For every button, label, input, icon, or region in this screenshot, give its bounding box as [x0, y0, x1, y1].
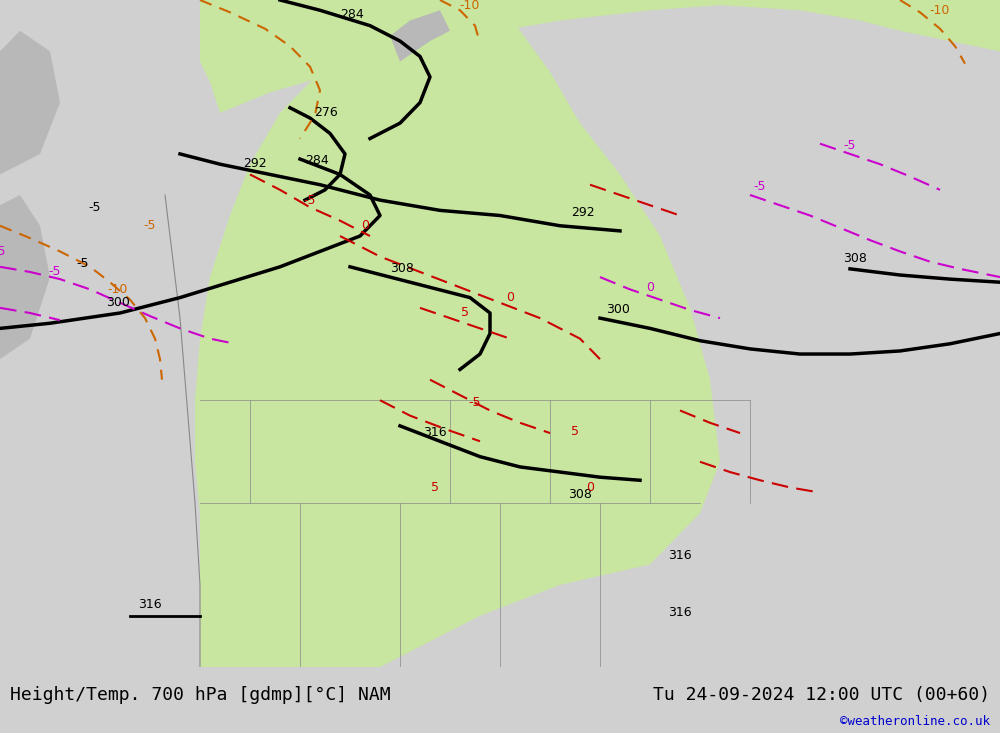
- Text: -5: -5: [49, 265, 61, 279]
- Polygon shape: [195, 0, 720, 667]
- Text: -5: -5: [144, 219, 156, 232]
- Text: -10: -10: [108, 283, 128, 296]
- Polygon shape: [390, 10, 450, 62]
- Text: 292: 292: [571, 205, 595, 218]
- Text: 5: 5: [461, 306, 469, 320]
- Text: 308: 308: [568, 487, 592, 501]
- Text: 300: 300: [606, 303, 630, 316]
- Text: 316: 316: [668, 605, 692, 619]
- Text: 0: 0: [506, 291, 514, 304]
- Text: 300: 300: [106, 296, 130, 309]
- Text: 276: 276: [314, 106, 338, 119]
- Text: -5: -5: [304, 194, 316, 207]
- Text: 308: 308: [390, 262, 414, 275]
- Text: 316: 316: [138, 597, 162, 611]
- Text: 316: 316: [423, 426, 447, 439]
- Text: -5: -5: [844, 139, 856, 152]
- Text: Tu 24-09-2024 12:00 UTC (00+60): Tu 24-09-2024 12:00 UTC (00+60): [653, 686, 990, 704]
- Polygon shape: [0, 31, 60, 174]
- Text: 308: 308: [843, 251, 867, 265]
- Text: -10: -10: [460, 0, 480, 12]
- Polygon shape: [0, 195, 50, 359]
- Text: -5: -5: [89, 201, 101, 214]
- Text: 0: 0: [646, 281, 654, 294]
- Text: 284: 284: [340, 9, 364, 21]
- Text: 0: 0: [586, 481, 594, 494]
- Text: -5: -5: [754, 180, 766, 194]
- Text: 292: 292: [243, 158, 267, 170]
- Text: 5: 5: [431, 481, 439, 494]
- Text: 284: 284: [305, 154, 329, 167]
- Text: -5: -5: [469, 396, 481, 409]
- Text: ©weatheronline.co.uk: ©weatheronline.co.uk: [840, 715, 990, 728]
- Text: -5: -5: [0, 245, 6, 258]
- Text: 316: 316: [668, 549, 692, 562]
- Polygon shape: [200, 0, 1000, 113]
- Text: Height/Temp. 700 hPa [gdmp][°C] NAM: Height/Temp. 700 hPa [gdmp][°C] NAM: [10, 686, 391, 704]
- Text: 5: 5: [571, 424, 579, 438]
- Text: 0: 0: [361, 219, 369, 232]
- Text: -10: -10: [930, 4, 950, 17]
- Text: -5: -5: [77, 257, 89, 270]
